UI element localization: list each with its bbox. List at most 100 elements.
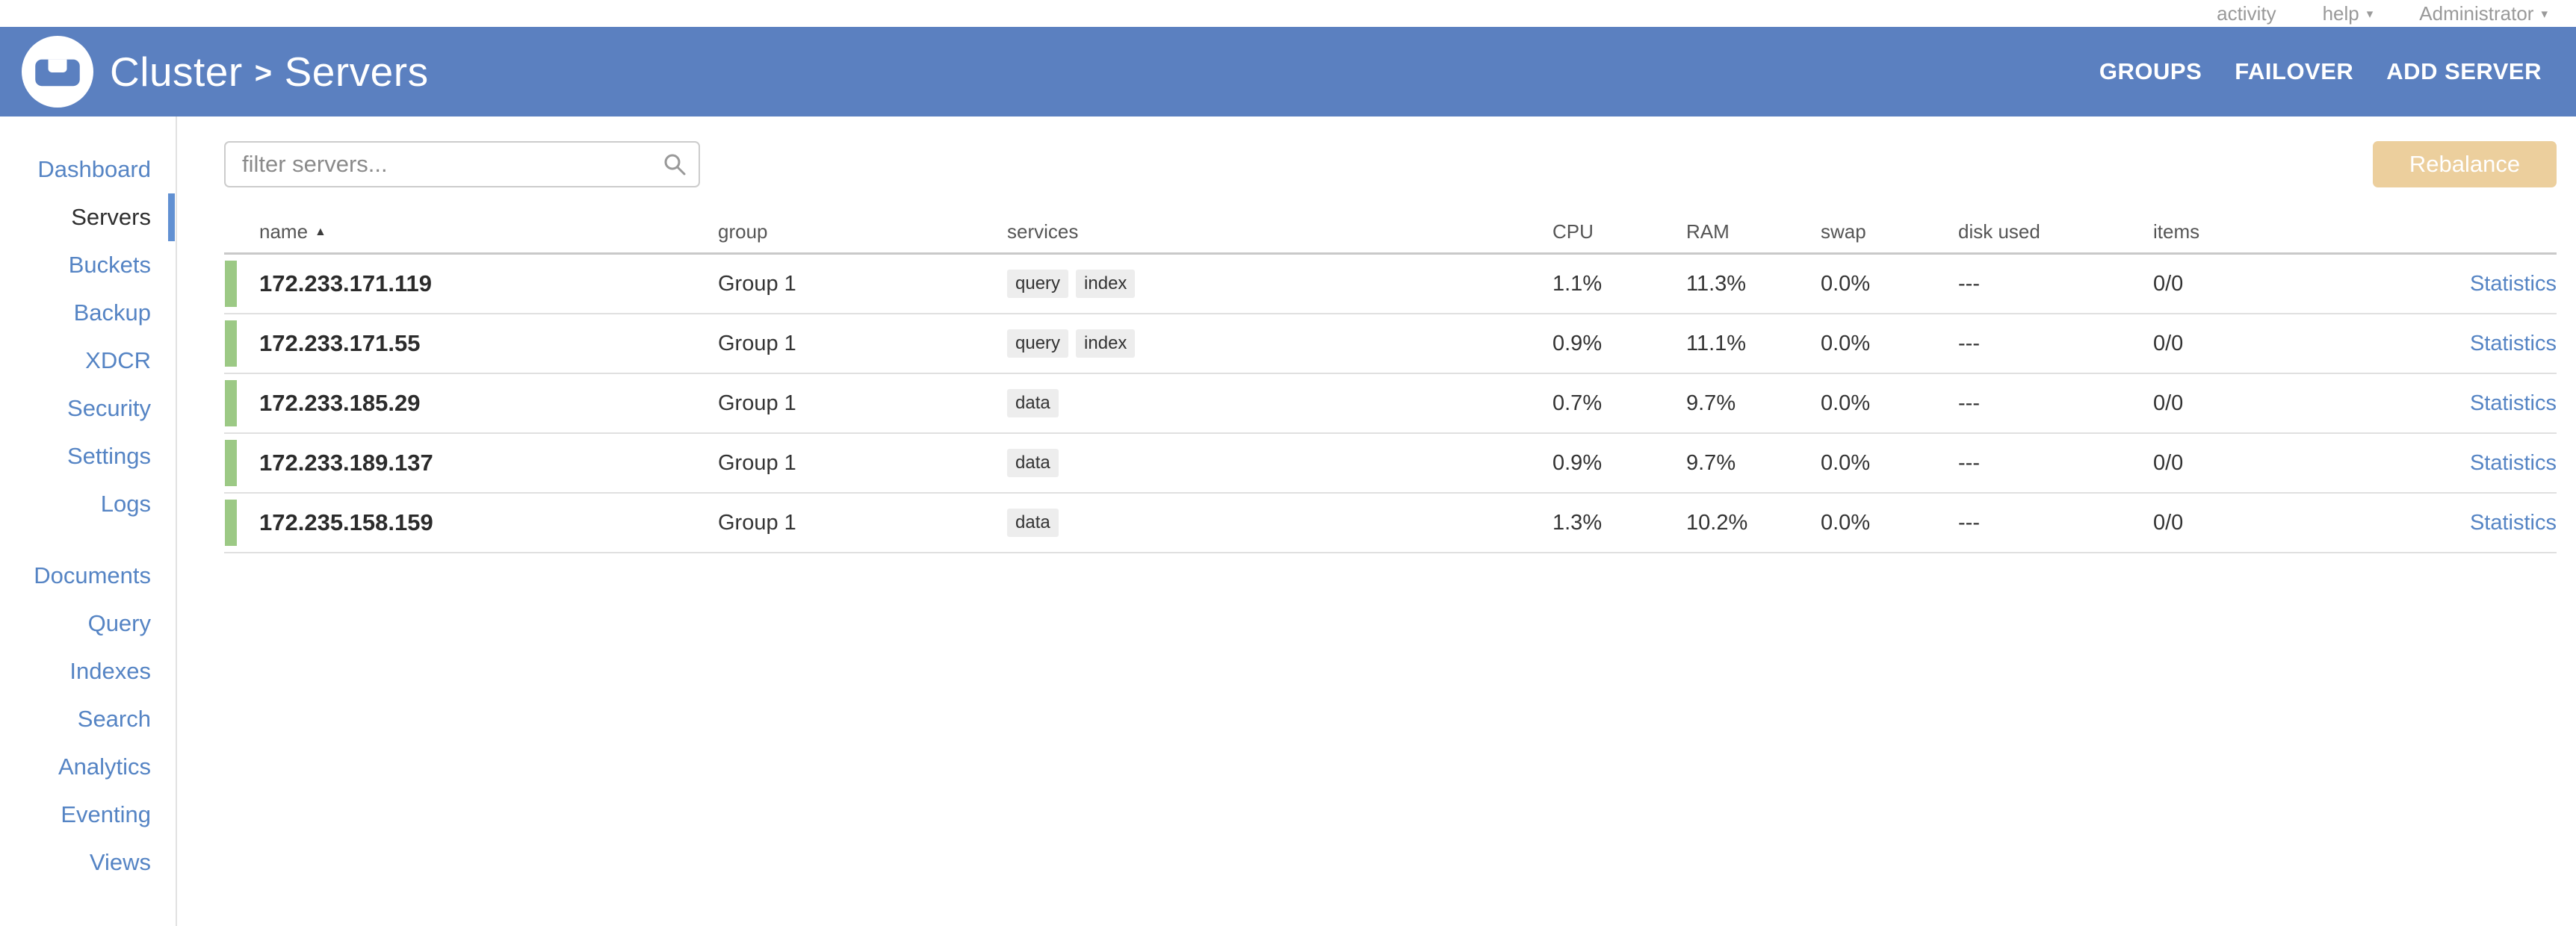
user-menu[interactable]: Administrator ▾ (2419, 0, 2548, 27)
cell-swap: 0.0% (1821, 271, 1871, 296)
cell-items: 0/0 (2153, 510, 2184, 535)
sidebar-item-analytics[interactable]: Analytics (58, 753, 151, 780)
cell-cpu: 0.9% (1552, 331, 1603, 355)
cell-swap: 0.0% (1821, 331, 1871, 355)
sidebar-item-security[interactable]: Security (67, 395, 151, 421)
groups-button[interactable]: GROUPS (2099, 58, 2202, 84)
breadcrumb-separator: > (254, 56, 273, 90)
statistics-link[interactable]: Statistics (2469, 450, 2557, 475)
column-header-ram[interactable]: RAM (1686, 220, 1821, 252)
cell-disk: --- (1958, 271, 1980, 296)
cell-name: 172.233.171.119 (224, 255, 718, 313)
server-name: 172.233.189.137 (259, 450, 433, 476)
server-row: 172.233.185.29 Group 1 data 0.7% 9.7% 0.0% ---… (224, 374, 2557, 434)
column-header-cpu[interactable]: CPU (1552, 220, 1686, 252)
cell-items: 0/0 (2153, 450, 2184, 475)
top-utility-bar: activity help ▾ Administrator ▾ (0, 0, 2576, 27)
server-name: 172.233.171.119 (259, 270, 433, 296)
rebalance-button[interactable]: Rebalance (2373, 141, 2557, 187)
server-status-indicator (225, 440, 237, 486)
server-status-indicator (225, 320, 237, 367)
cell-group: Group 1 (718, 450, 796, 475)
sidebar-item-eventing[interactable]: Eventing (61, 801, 151, 827)
column-header-items[interactable]: items (2153, 220, 2316, 252)
cell-ram: 10.2% (1686, 510, 1748, 535)
help-menu[interactable]: help ▾ (2323, 0, 2374, 27)
cell-name: 172.233.189.137 (224, 434, 718, 492)
column-header-services[interactable]: services (1007, 220, 1552, 252)
cell-cpu: 1.1% (1552, 271, 1603, 296)
server-row: 172.233.171.55 Group 1 query index 0.9% 11.1%… (224, 314, 2557, 374)
server-status-indicator (225, 500, 237, 546)
activity-label: activity (2217, 2, 2276, 25)
cell-group: Group 1 (718, 391, 796, 415)
statistics-link[interactable]: Statistics (2469, 331, 2557, 355)
cell-services: query index (1007, 269, 1552, 299)
cell-group: Group 1 (718, 510, 796, 535)
filter-servers-input[interactable] (224, 141, 700, 187)
cell-items: 0/0 (2153, 391, 2184, 415)
table-body: 172.233.171.119 Group 1 query index 1.1% 11.3… (224, 255, 2557, 553)
help-label: help (2322, 2, 2359, 25)
column-header-disk[interactable]: disk used (1958, 220, 2153, 252)
server-status-indicator (225, 261, 237, 307)
cell-name: 172.235.158.159 (224, 494, 718, 552)
column-header-group[interactable]: group (718, 220, 1007, 252)
sidebar-item-xdcr[interactable]: XDCR (85, 347, 151, 373)
failover-button[interactable]: FAILOVER (2235, 58, 2354, 84)
sidebar-group: Dashboard Servers Buckets Backup XDCR Securit… (0, 146, 176, 528)
sidebar-item-settings[interactable]: Settings (66, 443, 151, 469)
servers-toolbar: Rebalance (224, 141, 2557, 187)
column-header-swap[interactable]: swap (1821, 220, 1958, 252)
column-header-stats (2316, 243, 2557, 252)
cell-swap: 0.0% (1821, 450, 1871, 475)
service-badges: query index (1007, 329, 1136, 358)
sidebar-item-documents[interactable]: Documents (34, 562, 151, 588)
sidebar-item-logs[interactable]: Logs (100, 491, 151, 517)
service-badge-data: data (1007, 448, 1059, 478)
server-name: 172.233.171.55 (259, 330, 421, 356)
service-badge-index: index (1076, 329, 1136, 358)
breadcrumb-root: Cluster (110, 49, 243, 95)
cell-ram: 9.7% (1686, 391, 1736, 415)
service-badge-query: query (1007, 269, 1069, 299)
column-header-label: services (1007, 220, 1079, 243)
statistics-link[interactable]: Statistics (2469, 271, 2557, 296)
cell-stats: Statistics (2316, 332, 2557, 356)
content-area: Dashboard Servers Buckets Backup XDCR Securit… (0, 116, 2576, 926)
cell-disk: --- (1958, 450, 1980, 475)
service-badges: data (1007, 388, 1059, 418)
statistics-link[interactable]: Statistics (2469, 391, 2557, 415)
cell-stats: Statistics (2316, 272, 2557, 296)
cell-stats: Statistics (2316, 451, 2557, 476)
sidebar-item-dashboard[interactable]: Dashboard (37, 156, 151, 182)
column-header-label: name (259, 220, 309, 243)
cell-services: query index (1007, 329, 1552, 358)
sidebar-item-buckets[interactable]: Buckets (68, 252, 151, 278)
column-header-label: group (718, 220, 768, 243)
sidebar-item-indexes[interactable]: Indexes (69, 658, 151, 684)
sidebar-item-backup[interactable]: Backup (73, 299, 151, 326)
cell-name: 172.233.185.29 (224, 374, 718, 432)
sidebar-item-views[interactable]: Views (89, 849, 151, 875)
breadcrumb-page: Servers (284, 49, 429, 95)
column-header-label: disk used (1958, 220, 2040, 243)
couchbase-logo-icon (22, 36, 93, 108)
sidebar-item-query[interactable]: Query (87, 610, 151, 636)
main-panel: Rebalance name ▲ group services CPU RAM swap di… (177, 116, 2576, 926)
activity-link[interactable]: activity (2217, 0, 2276, 27)
header-actions: GROUPS FAILOVER ADD SERVER (2099, 58, 2542, 85)
user-label: Administrator (2419, 2, 2534, 25)
column-header-label: items (2153, 220, 2200, 243)
add-server-button[interactable]: ADD SERVER (2386, 58, 2542, 84)
cell-group: Group 1 (718, 271, 796, 296)
column-header-label: RAM (1686, 220, 1730, 243)
table-header-row: name ▲ group services CPU RAM swap disk used ite… (224, 202, 2557, 255)
sort-ascending-icon: ▲ (315, 225, 326, 238)
cell-stats: Statistics (2316, 511, 2557, 535)
column-header-name[interactable]: name ▲ (224, 220, 718, 252)
sidebar-item-servers[interactable]: Servers (0, 193, 176, 241)
sidebar-item-search[interactable]: Search (77, 706, 151, 732)
statistics-link[interactable]: Statistics (2469, 510, 2557, 535)
cell-cpu: 0.9% (1552, 450, 1603, 475)
